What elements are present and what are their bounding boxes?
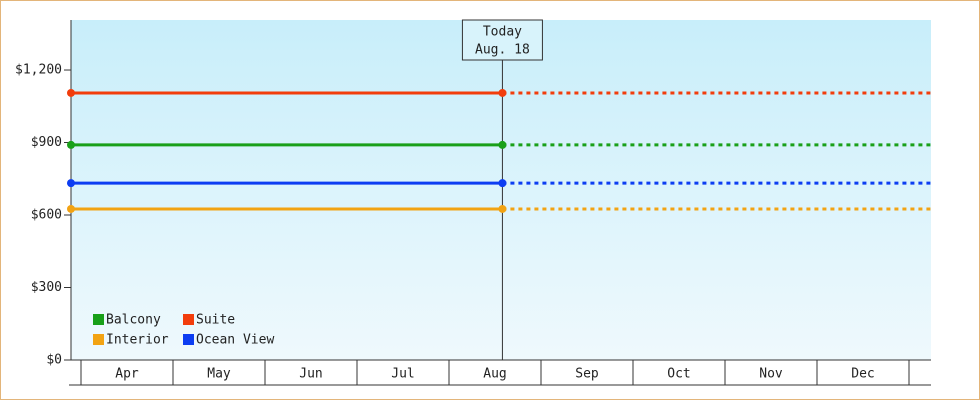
point — [498, 88, 507, 97]
y-tick-label: $300 — [31, 280, 62, 295]
legend-label: Ocean View — [196, 333, 274, 348]
legend-label: Balcony — [106, 313, 161, 328]
x-tick-label: Oct — [667, 367, 690, 382]
legend-swatch — [93, 334, 104, 345]
point — [67, 204, 75, 213]
x-tick-label: Sep — [575, 367, 599, 382]
x-tick-label: Jul — [391, 367, 414, 382]
x-tick-label: May — [207, 367, 231, 382]
point — [67, 179, 75, 188]
plot-area — [71, 20, 931, 360]
point — [67, 88, 75, 97]
x-tick-label: Nov — [759, 367, 783, 382]
legend-swatch — [183, 334, 194, 345]
legend-swatch — [93, 314, 104, 325]
point — [67, 140, 75, 149]
y-tick-label: $600 — [31, 208, 62, 223]
y-tick-label: $0 — [46, 353, 62, 368]
point — [498, 140, 507, 149]
point — [498, 179, 507, 188]
legend-label: Interior — [106, 333, 169, 348]
x-tick-label: Dec — [851, 367, 874, 382]
legend-label: Suite — [196, 313, 235, 328]
x-tick-label: Jun — [299, 367, 322, 382]
y-tick-label: $900 — [31, 135, 62, 150]
legend-swatch — [183, 314, 194, 325]
x-tick-label: Apr — [115, 367, 139, 382]
x-tick-label: Aug — [483, 367, 506, 382]
today-date: Aug. 18 — [475, 43, 530, 58]
point — [498, 204, 507, 213]
y-tick-label: $1,200 — [15, 63, 62, 78]
today-box — [461, 19, 543, 61]
today-label: Today — [483, 25, 522, 40]
